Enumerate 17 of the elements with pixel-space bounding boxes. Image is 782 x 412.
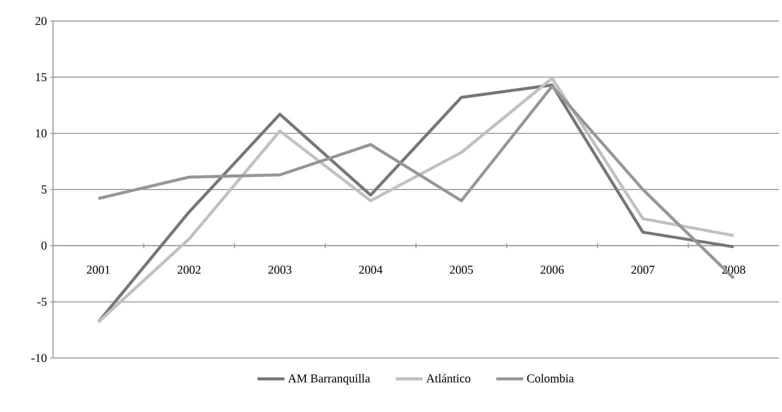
x-tick-label: 2002 bbox=[178, 266, 200, 274]
legend-label: Colombia bbox=[527, 374, 574, 382]
y-tick-label: 20 bbox=[36, 16, 47, 26]
legend-label: Atlántico bbox=[426, 374, 470, 382]
x-tick-label: 2003 bbox=[268, 266, 292, 274]
x-tick-label: 2001 bbox=[86, 266, 110, 274]
x-tick-label: 2006 bbox=[540, 266, 564, 274]
y-tick-label: -5 bbox=[37, 298, 47, 306]
y-tick-label: 15 bbox=[36, 73, 47, 82]
y-tick-label: 0 bbox=[41, 242, 47, 250]
x-tick-label: 2005 bbox=[450, 266, 473, 274]
y-tick-label: 5 bbox=[42, 186, 47, 194]
x-tick-label: 2007 bbox=[631, 266, 655, 274]
y-tick-label: -10 bbox=[31, 354, 47, 362]
x-tick-label: 2004 bbox=[359, 266, 382, 274]
y-tick-label: 10 bbox=[36, 129, 47, 138]
legend-label: AM Barranquilla bbox=[288, 374, 370, 385]
